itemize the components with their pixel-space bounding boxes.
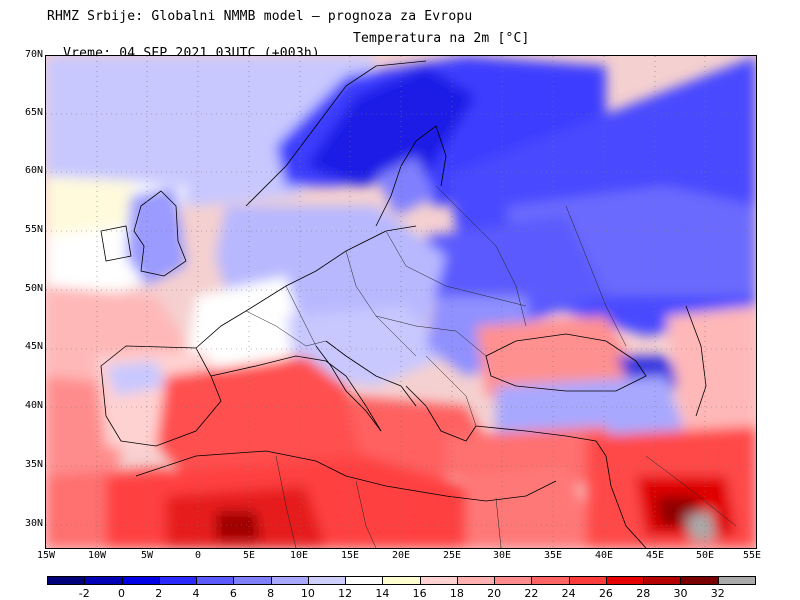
europe-northern-coast <box>195 225 417 349</box>
colorbar-segment <box>84 576 123 585</box>
great-britain-outline <box>133 190 187 277</box>
border-line <box>375 315 487 357</box>
lon-label-35e: 35E <box>543 550 563 561</box>
colorbar-label: 18 <box>449 587 464 600</box>
colorbar-segment <box>47 576 86 585</box>
lon-label-5e: 5E <box>242 550 256 561</box>
chart-title: RHMZ Srbije: Globalni NMMB model — progn… <box>47 9 473 24</box>
colorbar-label: 0 <box>118 587 126 600</box>
north-africa-coast <box>135 450 557 502</box>
border-line <box>645 455 737 527</box>
colorbar-label: 12 <box>338 587 353 600</box>
lon-label-10w: 10W <box>87 550 107 561</box>
lon-label-10e: 10E <box>289 550 309 561</box>
colorbar-label: 2 <box>155 587 163 600</box>
colorbar-label: 14 <box>375 587 390 600</box>
border-line <box>285 285 317 347</box>
lon-label-40e: 40E <box>594 550 614 561</box>
black-sea-outline <box>485 333 647 392</box>
colorbar-segment <box>456 576 496 585</box>
lat-label-35n: 35N <box>24 459 43 470</box>
lon-label-15w: 15W <box>36 550 56 561</box>
lon-label-55e: 55E <box>742 550 762 561</box>
levant-coast <box>605 455 647 548</box>
border-line <box>495 497 502 548</box>
lon-label-25e: 25E <box>442 550 462 561</box>
border-line <box>355 480 377 548</box>
lat-label-70n: 70N <box>24 49 43 60</box>
colorbar-segment <box>494 576 533 585</box>
border-line <box>385 230 527 307</box>
border-line <box>425 355 477 427</box>
lat-label-40n: 40N <box>24 400 43 411</box>
colorbar-label: 20 <box>487 587 502 600</box>
greece-coast <box>405 385 477 442</box>
italy-tyrrhenian-coast <box>315 345 382 432</box>
temperature-field <box>46 56 756 548</box>
colorbar-segment <box>345 576 384 585</box>
italy-adriatic-coast <box>325 340 417 407</box>
lon-label-30e: 30E <box>492 550 512 561</box>
lat-label-45n: 45N <box>24 341 43 352</box>
colorbar-segment <box>158 576 198 585</box>
lon-label-0: 0 <box>194 550 202 561</box>
border-line <box>435 185 527 327</box>
colorbar-segment <box>233 576 272 585</box>
colorbar-segment <box>382 576 421 585</box>
lat-label-60n: 60N <box>24 165 43 176</box>
colorbar-label: 32 <box>710 587 725 600</box>
lon-label-50e: 50E <box>695 550 715 561</box>
map-canvas <box>46 56 756 548</box>
colorbar-label: 28 <box>636 587 651 600</box>
colorbar-segment <box>643 576 682 585</box>
colorbar-label: 24 <box>561 587 576 600</box>
ireland-outline <box>100 225 132 262</box>
lat-label-50n: 50N <box>24 283 43 294</box>
colorbar-label: 10 <box>300 587 315 600</box>
anatolia-south-coast <box>475 425 607 457</box>
colorbar-segment <box>531 576 570 585</box>
colorbar-segment <box>419 576 458 585</box>
north-mediterranean-coast <box>210 355 382 432</box>
colorbar-segment <box>680 576 719 585</box>
lon-label-15e: 15E <box>340 550 360 561</box>
colorbar-label: 4 <box>192 587 200 600</box>
colorbar-label: 30 <box>673 587 688 600</box>
lon-label-45e: 45E <box>645 550 665 561</box>
lat-label-65n: 65N <box>24 107 43 118</box>
caspian-west-coast <box>685 305 707 417</box>
colorbar-segment <box>605 576 645 585</box>
colorbar-label: 26 <box>598 587 613 600</box>
graticule <box>46 56 756 548</box>
lat-label-30n: 30N <box>24 518 43 529</box>
lat-label-55n: 55N <box>24 224 43 235</box>
norway-coast <box>245 60 427 207</box>
coastlines <box>100 60 707 548</box>
lon-label-20e: 20E <box>391 550 411 561</box>
colorbar-segment <box>307 576 347 585</box>
border-line <box>245 310 327 347</box>
iberia-outline <box>100 345 222 447</box>
colorbar-segment <box>717 576 756 585</box>
colorbar-segment <box>121 576 160 585</box>
parameter-title: Temperatura na 2m [°C] <box>353 31 530 46</box>
colorbar-segment <box>568 576 607 585</box>
temperature-map <box>45 55 757 549</box>
colorbar-segment <box>196 576 235 585</box>
lon-label-5w: 5W <box>140 550 154 561</box>
colorbar-label: -2 <box>78 587 90 600</box>
colorbar-label: 8 <box>267 587 275 600</box>
border-line <box>275 455 297 548</box>
colorbar-label: 22 <box>524 587 539 600</box>
colorbar-label: 6 <box>229 587 237 600</box>
colorbar-segment <box>270 576 309 585</box>
colorbar-label: 16 <box>412 587 427 600</box>
baltic-coast <box>375 125 447 227</box>
